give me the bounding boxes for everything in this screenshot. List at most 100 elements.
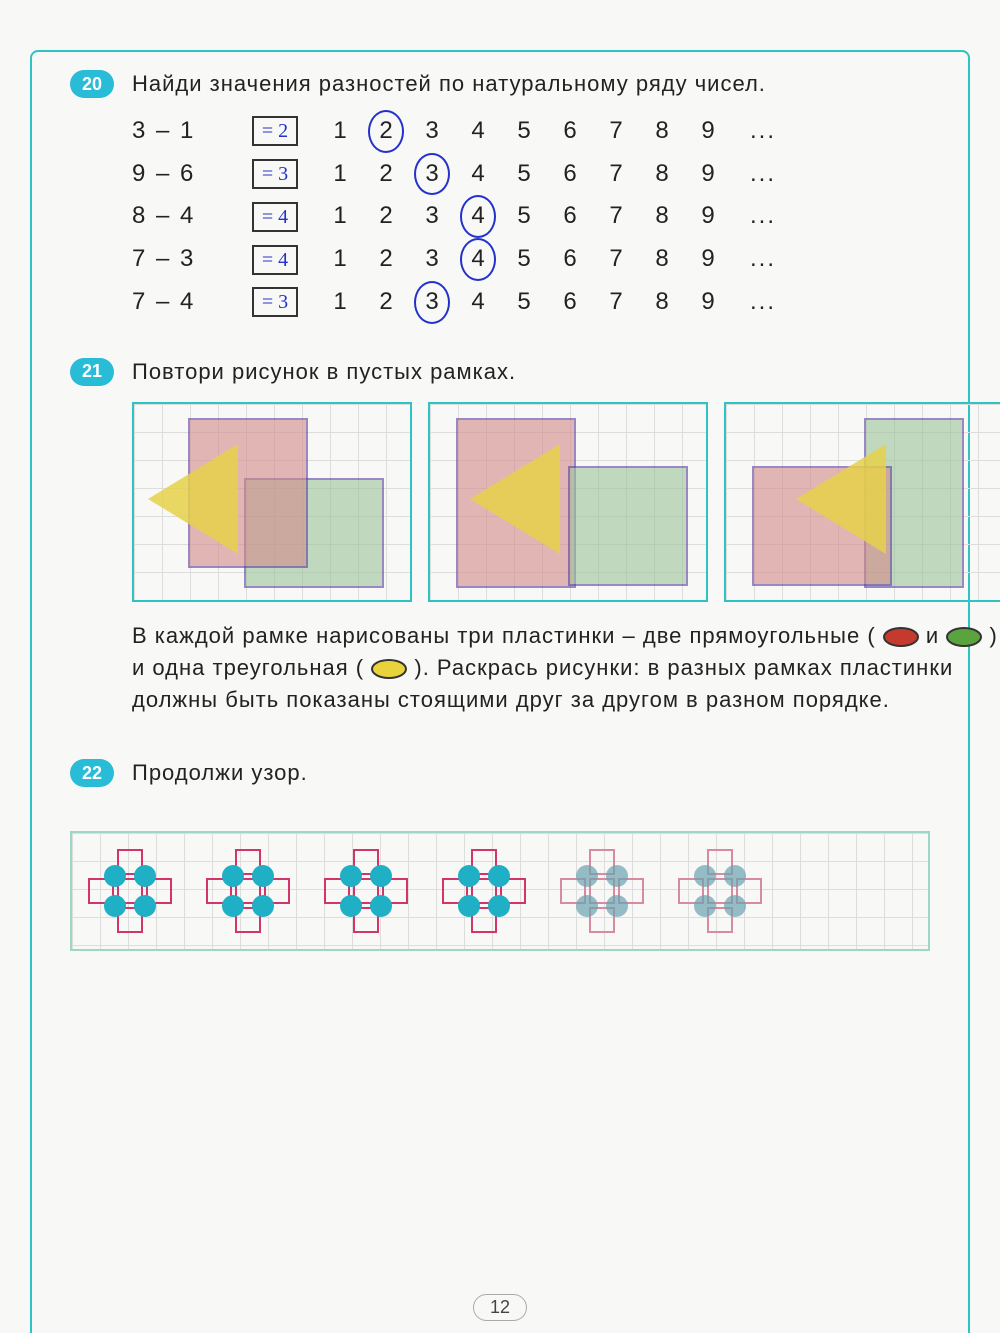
page-number: 12	[473, 1294, 527, 1321]
answer-box[interactable]: = 3	[252, 287, 298, 317]
number-cell: 6	[558, 285, 582, 320]
ellipsis: ...	[750, 242, 776, 277]
green-oval-icon	[946, 627, 982, 647]
number-line: 123456789...	[328, 157, 776, 192]
task-20-rows: 3 – 1= 2123456789...9 – 6= 3123456789...…	[132, 114, 930, 320]
task-21: 21 Повтори рисунок в пустых рамках.	[70, 356, 930, 730]
number-cell: 3	[420, 285, 444, 320]
number-cell: 4	[466, 199, 490, 234]
number-cell: 1	[328, 285, 352, 320]
task-badge-21: 21	[70, 358, 114, 386]
task-badge-22: 22	[70, 759, 114, 787]
number-cell: 4	[466, 242, 490, 277]
expression: 7 – 3	[132, 242, 252, 277]
number-cell: 7	[604, 199, 628, 234]
number-cell: 7	[604, 285, 628, 320]
task-20-body: Найди значения разностей по натуральному…	[132, 68, 930, 328]
number-cell: 7	[604, 114, 628, 149]
yellow-triangle	[796, 444, 886, 554]
number-cell: 1	[328, 242, 352, 277]
ellipsis: ...	[750, 199, 776, 234]
frame-3	[724, 402, 1000, 602]
number-line: 123456789...	[328, 242, 776, 277]
number-cell: 8	[650, 157, 674, 192]
number-cell: 4	[466, 114, 490, 149]
number-cell: 4	[466, 157, 490, 192]
expression: 8 – 4	[132, 199, 252, 234]
yellow-triangle	[148, 444, 238, 554]
diff-row: 8 – 4= 4 123456789...	[132, 199, 930, 234]
pattern-unit	[316, 841, 416, 941]
number-cell: 8	[650, 285, 674, 320]
expression: 9 – 6	[132, 157, 252, 192]
number-cell: 1	[328, 114, 352, 149]
task-22-pattern-strip	[70, 831, 930, 951]
diff-row: 7 – 4= 3 123456789...	[132, 285, 930, 320]
task-22-text: Продолжи узор.	[132, 757, 930, 789]
p2: и	[926, 623, 946, 648]
answer-box[interactable]: = 2	[252, 116, 298, 146]
task-22: 22 Продолжи узор.	[70, 757, 930, 803]
number-cell: 9	[696, 242, 720, 277]
number-cell: 2	[374, 114, 398, 149]
ellipsis: ...	[750, 157, 776, 192]
number-cell: 6	[558, 242, 582, 277]
number-cell: 9	[696, 285, 720, 320]
task-22-body: Продолжи узор.	[132, 757, 930, 803]
green-rect	[568, 466, 688, 586]
pattern-circle	[134, 895, 156, 917]
number-cell: 6	[558, 157, 582, 192]
number-cell: 3	[420, 242, 444, 277]
number-cell: 8	[650, 242, 674, 277]
expression: 3 – 1	[132, 114, 252, 149]
number-cell: 3	[420, 157, 444, 192]
number-cell: 9	[696, 199, 720, 234]
answer-box[interactable]: = 4	[252, 245, 298, 275]
number-cell: 5	[512, 285, 536, 320]
task-21-paragraph: В каждой рамке нарисованы три пластинки …	[132, 620, 1000, 716]
number-cell: 8	[650, 114, 674, 149]
number-line: 123456789...	[328, 114, 776, 149]
task-21-frames	[132, 402, 1000, 602]
number-cell: 6	[558, 114, 582, 149]
number-cell: 1	[328, 157, 352, 192]
answer-box[interactable]: = 3	[252, 159, 298, 189]
diff-row: 3 – 1= 2 123456789...	[132, 114, 930, 149]
pattern-unit	[198, 841, 298, 941]
ellipsis: ...	[750, 114, 776, 149]
number-line: 123456789...	[328, 285, 776, 320]
number-cell: 5	[512, 199, 536, 234]
task-21-text: Повтори рисунок в пустых рамках.	[132, 356, 1000, 388]
number-cell: 1	[328, 199, 352, 234]
number-cell: 2	[374, 285, 398, 320]
yellow-oval-icon	[371, 659, 407, 679]
number-cell: 4	[466, 285, 490, 320]
pattern-circle	[370, 895, 392, 917]
number-cell: 2	[374, 242, 398, 277]
pattern-circle	[606, 895, 628, 917]
number-cell: 5	[512, 242, 536, 277]
pattern-circle	[724, 895, 746, 917]
number-cell: 2	[374, 157, 398, 192]
number-cell: 2	[374, 199, 398, 234]
red-oval-icon	[883, 627, 919, 647]
number-cell: 9	[696, 114, 720, 149]
p1: В каждой рамке нарисованы три пластинки …	[132, 623, 876, 648]
frame-1	[132, 402, 412, 602]
pattern-circle	[488, 895, 510, 917]
pattern-unit	[670, 841, 770, 941]
page-content: 20 Найди значения разностей по натуральн…	[40, 30, 960, 971]
number-cell: 8	[650, 199, 674, 234]
number-line: 123456789...	[328, 199, 776, 234]
number-cell: 5	[512, 157, 536, 192]
diff-row: 9 – 6= 3 123456789...	[132, 157, 930, 192]
number-cell: 7	[604, 157, 628, 192]
expression: 7 – 4	[132, 285, 252, 320]
answer-box[interactable]: = 4	[252, 202, 298, 232]
task-badge-20: 20	[70, 70, 114, 98]
frame-2	[428, 402, 708, 602]
number-cell: 7	[604, 242, 628, 277]
pattern-unit	[434, 841, 534, 941]
pattern-unit	[80, 841, 180, 941]
number-cell: 5	[512, 114, 536, 149]
